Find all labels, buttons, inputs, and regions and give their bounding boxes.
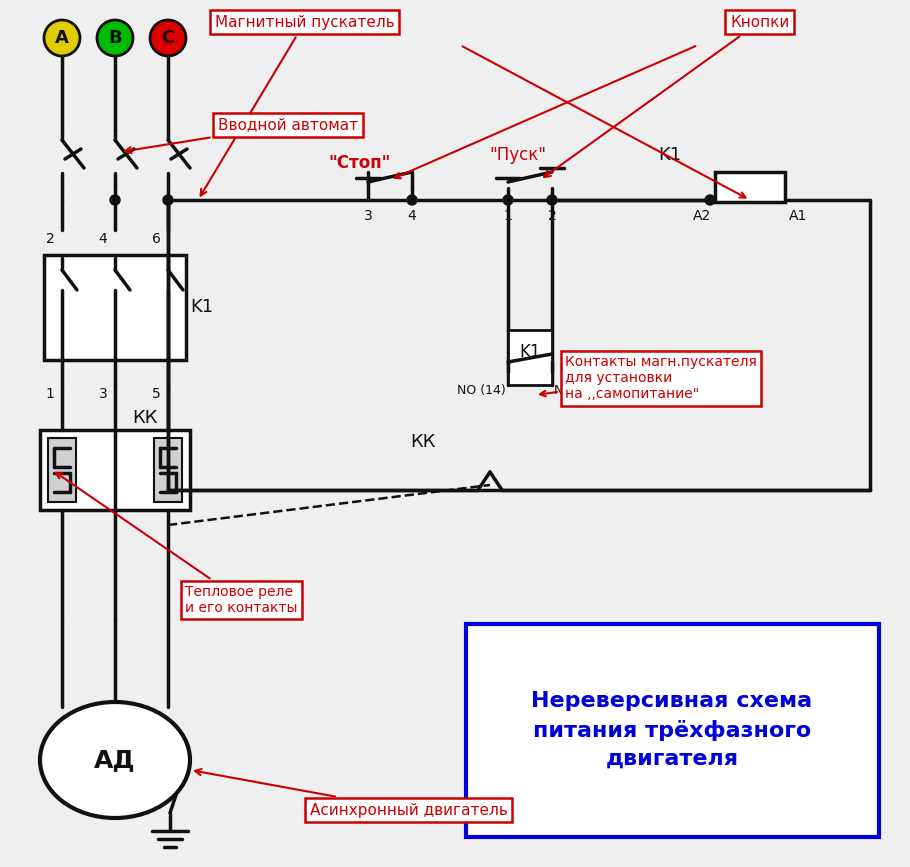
Text: 1: 1 [503,209,512,223]
Text: NO (13): NO (13) [554,383,602,396]
Text: "Пуск": "Пуск" [490,146,547,164]
Text: C: C [161,29,175,47]
Circle shape [163,195,173,205]
Text: 4: 4 [98,232,107,246]
Text: K1: K1 [659,146,682,164]
Text: NO (14): NO (14) [457,383,506,396]
Text: 3: 3 [98,387,107,401]
Text: 6: 6 [152,232,160,246]
Text: Тепловое реле
и его контакты: Тепловое реле и его контакты [56,473,298,616]
Circle shape [110,195,120,205]
Ellipse shape [40,702,190,818]
Text: Вводной автомат: Вводной автомат [125,118,359,153]
Bar [48,438,76,502]
Bar [154,438,182,502]
Text: АД: АД [95,748,136,772]
Circle shape [503,195,513,205]
Text: A: A [56,29,69,47]
Text: КК: КК [132,409,157,427]
Text: В: В [108,29,122,47]
Text: 5: 5 [152,387,160,401]
Text: A1: A1 [789,209,807,223]
Circle shape [547,195,557,205]
FancyBboxPatch shape [466,624,879,837]
Text: Асинхронный двигатель: Асинхронный двигатель [195,769,508,818]
Text: 4: 4 [408,209,417,223]
Bar [508,330,552,385]
Text: 1: 1 [46,387,55,401]
Circle shape [705,195,715,205]
Text: A2: A2 [693,209,711,223]
Text: Контакты магн.пускателя
для установки
на ,,самопитание": Контакты магн.пускателя для установки на… [540,355,757,401]
Circle shape [407,195,417,205]
Bar [40,430,190,510]
Text: Нереверсивная схема
питания трёхфазного
двигателя: Нереверсивная схема питания трёхфазного … [531,691,813,769]
Circle shape [97,20,133,56]
Bar [715,172,785,202]
Text: 2: 2 [46,232,55,246]
Text: "Стоп": "Стоп" [329,154,391,172]
Bar [44,255,186,360]
Circle shape [44,20,80,56]
Text: 3: 3 [364,209,372,223]
Text: K1: K1 [520,343,541,361]
Text: K1: K1 [190,298,213,316]
Text: Магнитный пускатель: Магнитный пускатель [200,15,395,196]
Text: Кнопки: Кнопки [544,15,789,177]
Text: 2: 2 [548,209,556,223]
Circle shape [150,20,186,56]
Text: КК: КК [410,433,436,451]
